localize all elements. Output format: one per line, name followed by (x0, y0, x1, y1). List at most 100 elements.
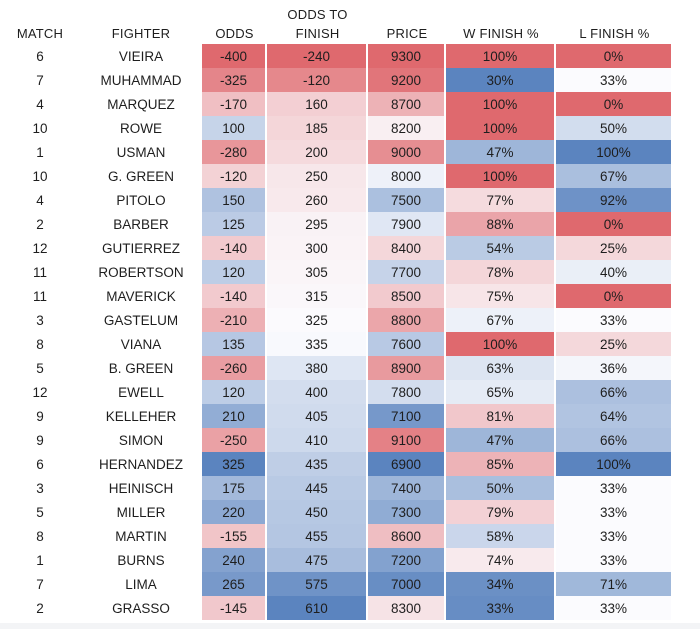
table-row: 2 BARBER 125 295 7900 88% 0% (0, 212, 700, 236)
cell-price: 8200 (368, 116, 446, 140)
cell-price: 8000 (368, 164, 446, 188)
cell-match: 5 (36, 360, 44, 376)
cell-match: 7 (36, 576, 44, 592)
cell-w_finish: 54% (446, 236, 556, 260)
cell-fighter: VIANA (120, 336, 162, 352)
cell-odds: -155 (202, 524, 267, 548)
cell-odds: 240 (202, 548, 267, 572)
table-row: 1 USMAN -280 200 9000 47% 100% (0, 140, 700, 164)
cell-l_finish: 33% (556, 596, 673, 620)
cell-odds: 120 (202, 380, 267, 404)
cell-l_finish: 0% (556, 284, 673, 308)
cell-odds: -145 (202, 596, 267, 620)
cell-w_finish: 100% (446, 164, 556, 188)
cell-w_finish: 77% (446, 188, 556, 212)
table-row: 6 VIEIRA -400 -240 9300 100% 0% (0, 44, 700, 68)
cell-l_finish: 64% (556, 404, 673, 428)
cell-finish: 435 (267, 452, 368, 476)
header-cell-price: PRICE (386, 25, 428, 41)
table-row: 12 EWELL 120 400 7800 65% 66% (0, 380, 700, 404)
table-body: 6 VIEIRA -400 -240 9300 100% 0% 7 MUHAMMAD -325 -1… (0, 44, 700, 620)
cell-match: 9 (36, 408, 44, 424)
table-row: 2 GRASSO -145 610 8300 33% 33% (0, 596, 700, 620)
cell-price: 8500 (368, 284, 446, 308)
cell-price: 7200 (368, 548, 446, 572)
cell-match: 10 (32, 120, 48, 136)
header-row: MATCH FIGHTER ODDS FINISH PRICE W FINISH… (0, 22, 700, 44)
table-row: 7 MUHAMMAD -325 -120 9200 30% 33% (0, 68, 700, 92)
header-row-top: ODDS TO (0, 0, 700, 22)
cell-price: 9300 (368, 44, 446, 68)
cell-match: 1 (36, 552, 44, 568)
cell-price: 7600 (368, 332, 446, 356)
cell-fighter: PITOLO (116, 192, 166, 208)
cell-finish: 455 (267, 524, 368, 548)
header-cell-l-finish: L FINISH % (579, 25, 650, 41)
cell-match: 11 (32, 288, 47, 304)
table-row: 11 ROBERTSON 120 305 7700 78% 40% (0, 260, 700, 284)
cell-odds: -140 (202, 284, 267, 308)
cell-match: 4 (36, 96, 44, 112)
cell-l_finish: 33% (556, 476, 673, 500)
cell-price: 7700 (368, 260, 446, 284)
cell-price: 9200 (368, 68, 446, 92)
cell-w_finish: 100% (446, 44, 556, 68)
cell-l_finish: 0% (556, 212, 673, 236)
header-cell-match: MATCH (16, 25, 64, 41)
cell-w_finish: 34% (446, 572, 556, 596)
cell-fighter: B. GREEN (108, 360, 174, 376)
cell-match: 10 (32, 168, 48, 184)
cell-match: 5 (36, 504, 44, 520)
cell-odds: 100 (202, 116, 267, 140)
table-row: 4 MARQUEZ -170 160 8700 100% 0% (0, 92, 700, 116)
cell-l_finish: 33% (556, 524, 673, 548)
table-row: 11 MAVERICK -140 315 8500 75% 0% (0, 284, 700, 308)
cell-w_finish: 100% (446, 92, 556, 116)
cell-odds: 210 (202, 404, 267, 428)
cell-w_finish: 50% (446, 476, 556, 500)
table-row: 12 GUTIERREZ -140 300 8400 54% 25% (0, 236, 700, 260)
cell-finish: 400 (267, 380, 368, 404)
cell-finish: 575 (267, 572, 368, 596)
cell-l_finish: 71% (556, 572, 673, 596)
cell-odds: 175 (202, 476, 267, 500)
cell-l_finish: 33% (556, 68, 673, 92)
cell-finish: 295 (267, 212, 368, 236)
cell-odds: 220 (202, 500, 267, 524)
cell-match: 3 (36, 312, 44, 328)
cell-match: 12 (32, 240, 48, 256)
cell-w_finish: 88% (446, 212, 556, 236)
cell-finish: 300 (267, 236, 368, 260)
cell-w_finish: 33% (446, 596, 556, 620)
cell-w_finish: 65% (446, 380, 556, 404)
cell-l_finish: 66% (556, 380, 673, 404)
cell-fighter: MILLER (116, 504, 166, 520)
cell-w_finish: 58% (446, 524, 556, 548)
cell-l_finish: 33% (556, 308, 673, 332)
cell-w_finish: 67% (446, 308, 556, 332)
cell-odds: 135 (202, 332, 267, 356)
cell-w_finish: 85% (446, 452, 556, 476)
cell-match: 12 (32, 384, 48, 400)
table-row: 7 LIMA 265 575 7000 34% 71% (0, 572, 700, 596)
cell-fighter: EWELL (118, 384, 164, 400)
cell-finish: 335 (267, 332, 368, 356)
cell-w_finish: 63% (446, 356, 556, 380)
table-row: 5 MILLER 220 450 7300 79% 33% (0, 500, 700, 524)
cell-odds: 325 (202, 452, 267, 476)
cell-match: 6 (36, 456, 44, 472)
cell-finish: 260 (267, 188, 368, 212)
cell-odds: -325 (202, 68, 267, 92)
cell-l_finish: 36% (556, 356, 673, 380)
table-row: 8 VIANA 135 335 7600 100% 25% (0, 332, 700, 356)
table-row: 1 BURNS 240 475 7200 74% 33% (0, 548, 700, 572)
header-cell-odds: ODDS (215, 25, 254, 41)
cell-finish: 200 (267, 140, 368, 164)
cell-match: 2 (36, 216, 44, 232)
cell-match: 8 (36, 528, 44, 544)
cell-price: 8600 (368, 524, 446, 548)
table-row: 8 MARTIN -155 455 8600 58% 33% (0, 524, 700, 548)
table-row: 6 HERNANDEZ 325 435 6900 85% 100% (0, 452, 700, 476)
cell-price: 7500 (368, 188, 446, 212)
